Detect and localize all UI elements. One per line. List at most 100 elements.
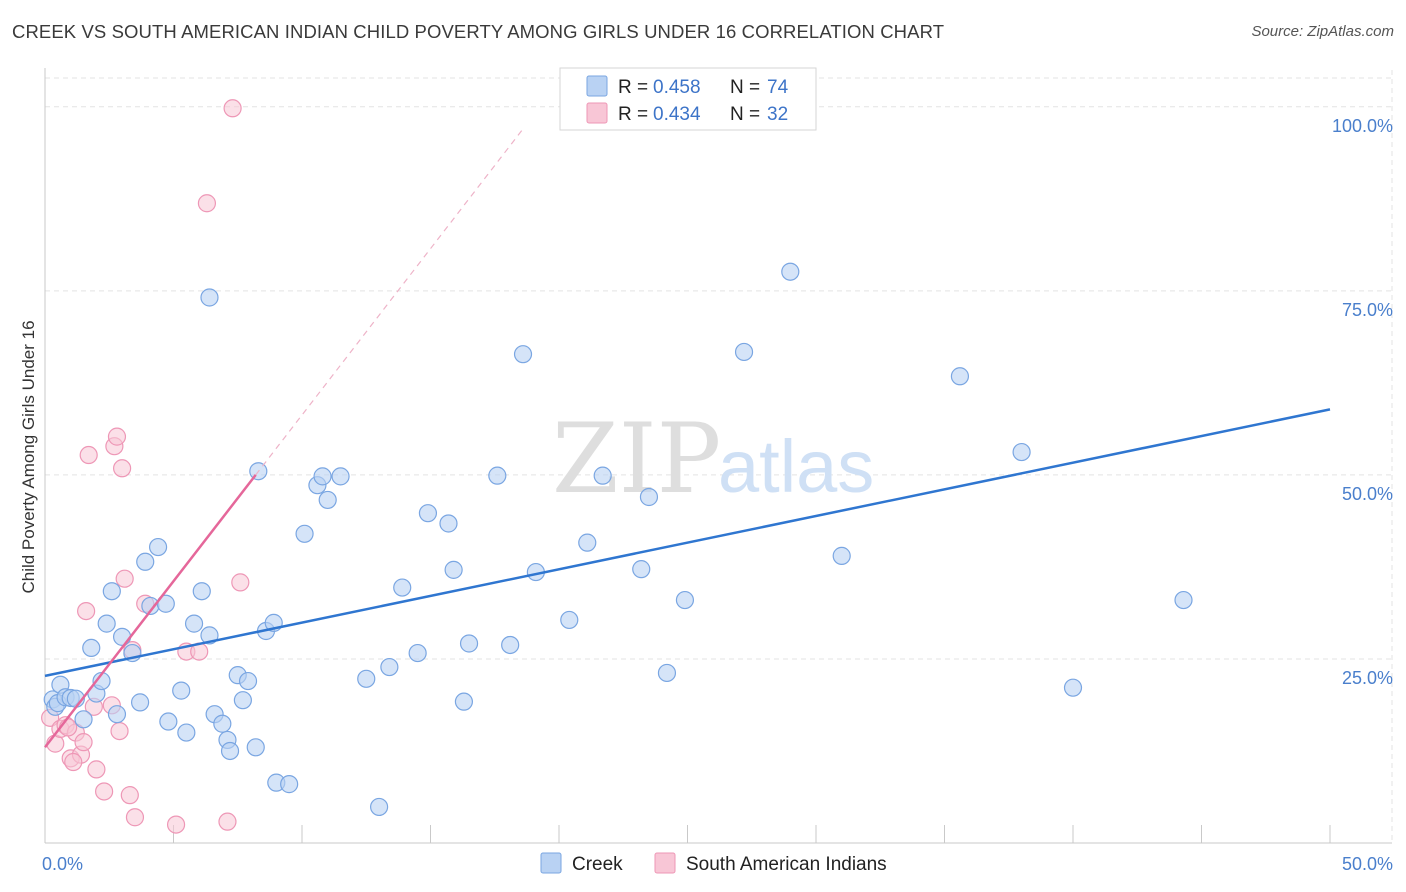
legend-creek-r-value: 0.458 <box>653 77 701 98</box>
creek-trendline <box>44 408 1331 678</box>
correlation-legend: R = 0.458 N = 74 R = 0.434 N = 32 <box>559 67 817 131</box>
legend-sai-r-label: R = <box>618 104 648 125</box>
creek-point-33 <box>238 671 258 691</box>
creek-point-23 <box>177 723 196 742</box>
sai-point-16 <box>110 721 129 741</box>
creek-point-58 <box>578 533 597 552</box>
creek-point-42 <box>318 490 337 510</box>
legend-sai-n-value: 32 <box>767 104 788 125</box>
creek-point-65 <box>781 262 800 281</box>
creek-point-28 <box>213 714 232 733</box>
creek-point-63 <box>675 590 695 610</box>
creek-point-14 <box>112 627 132 646</box>
sai-point-22 <box>125 808 145 827</box>
creek-point-62 <box>657 663 677 683</box>
y-tick-label-1: 50.0% <box>1342 484 1393 504</box>
y-tick-label-0: 25.0% <box>1342 668 1393 688</box>
legend-swatch-sai <box>586 102 608 124</box>
sai-point-28 <box>223 99 242 118</box>
sai-point-8 <box>77 601 96 621</box>
creek-point-54 <box>488 466 507 485</box>
series-legend-swatch-sai <box>654 852 676 874</box>
creek-point-72 <box>513 345 533 364</box>
legend-creek-n-value: 74 <box>767 77 789 98</box>
creek-point-52 <box>454 692 474 711</box>
creek-point-51 <box>444 560 463 579</box>
chart-title: CREEK VS SOUTH AMERICAN INDIAN CHILD POV… <box>12 21 945 42</box>
x-tick-labels: 0.0% 50.0% <box>42 854 1393 874</box>
creek-point-46 <box>380 657 399 677</box>
creek-point-38 <box>280 775 299 794</box>
creek-point-13 <box>107 705 127 724</box>
creek-point-59 <box>593 466 612 485</box>
creek-point-24 <box>184 614 204 633</box>
legend-sai-r-value: 0.434 <box>653 104 701 125</box>
creek-point-48 <box>408 643 427 663</box>
y-tick-labels: 25.0% 50.0% 75.0% 100.0% <box>1332 116 1393 688</box>
creek-point-12 <box>102 582 121 601</box>
x-tick-label-1: 50.0% <box>1342 854 1393 874</box>
series-legend-sai: South American Indians <box>686 854 887 875</box>
creek-point-64 <box>734 342 754 362</box>
x-tick-marks <box>44 825 1331 843</box>
sai-point-27 <box>218 812 237 831</box>
creek-point-44 <box>357 669 376 688</box>
creek-point-45 <box>370 797 389 817</box>
creek-point-53 <box>459 634 479 653</box>
sai-point-11 <box>87 760 106 779</box>
sai-point-29 <box>231 573 250 592</box>
series-legend-creek: Creek <box>572 854 623 875</box>
sai-point-17 <box>112 459 132 478</box>
legend-creek-r-label: R = <box>618 77 648 98</box>
creek-point-32 <box>233 691 252 710</box>
legend-creek-n-label: N = <box>730 77 760 98</box>
creek-point-21 <box>159 712 178 731</box>
sai-point-12 <box>95 782 114 801</box>
y-tick-label-2: 75.0% <box>1342 300 1393 320</box>
creek-point-55 <box>501 635 520 655</box>
creek-point-7 <box>74 710 93 729</box>
creek-point-67 <box>950 367 970 386</box>
source-credit: Source: ZipAtlas.com <box>1251 23 1394 40</box>
sai-point-7 <box>74 733 93 752</box>
creek-point-34 <box>246 738 265 757</box>
creek-point-57 <box>560 610 579 630</box>
creek-point-30 <box>220 741 240 761</box>
creek-point-49 <box>418 504 438 523</box>
sai-point-18 <box>115 569 134 588</box>
creek-point-19 <box>148 537 168 557</box>
creek-point-11 <box>97 614 116 633</box>
gridlines <box>45 70 1393 843</box>
creek-point-41 <box>313 467 332 486</box>
sai-point-15 <box>107 427 127 446</box>
legend-sai-n-label: N = <box>730 104 760 125</box>
creek-point-70 <box>1174 590 1193 610</box>
sai-point-19 <box>120 786 139 805</box>
creek-point-39 <box>295 524 314 543</box>
sai-point-9 <box>79 445 98 465</box>
creek-point-61 <box>639 487 659 507</box>
legend-swatch-creek <box>586 75 608 97</box>
creek-point-68 <box>1012 442 1031 462</box>
creek-point-25 <box>192 582 211 601</box>
creek-point-71 <box>200 288 219 307</box>
trendlines <box>44 128 1331 749</box>
creek-point-50 <box>439 514 458 533</box>
creek-point-16 <box>130 693 150 712</box>
sai-point-23 <box>166 815 186 834</box>
creek-point-8 <box>82 638 101 658</box>
zipatlas-watermark: ZIP atlas <box>552 403 874 515</box>
sai-point-26 <box>197 194 217 213</box>
sai-point-30 <box>64 752 83 772</box>
watermark-atlas: atlas <box>718 425 874 508</box>
watermark-zip: ZIP <box>552 403 721 515</box>
creek-point-43 <box>331 467 350 486</box>
creek-point-60 <box>632 560 651 579</box>
sai-trendline-extension <box>255 128 524 476</box>
y-tick-label-3: 100.0% <box>1332 116 1393 136</box>
sai-point-31 <box>59 718 78 737</box>
creek-point-47 <box>393 578 412 597</box>
creek-points <box>43 262 1193 817</box>
series-legend: Creek South American Indians <box>540 852 887 875</box>
